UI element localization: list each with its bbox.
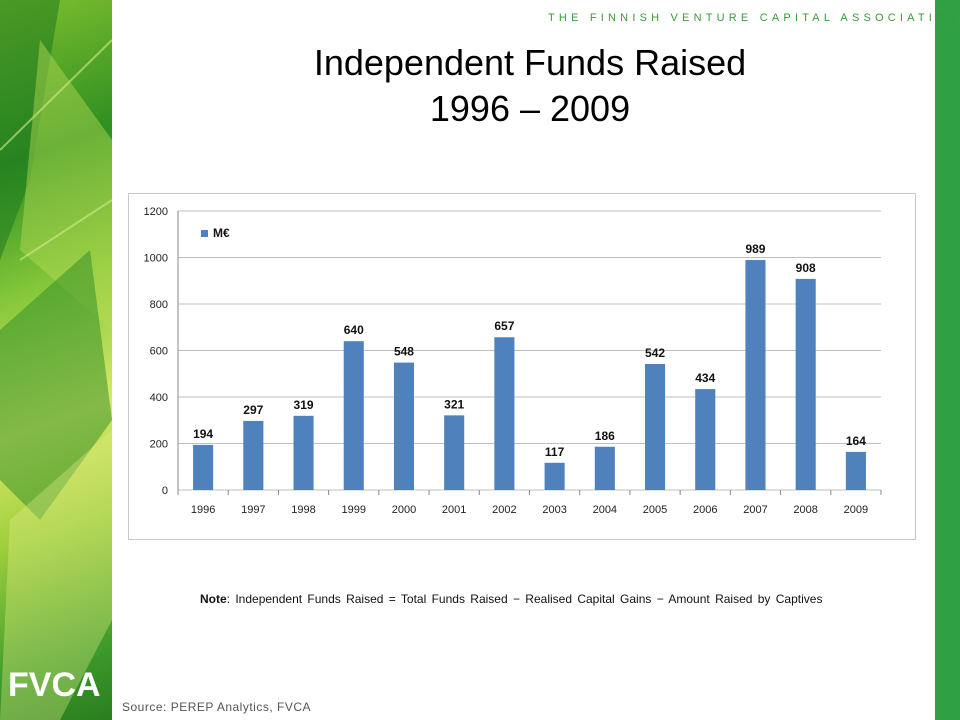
- y-tick-label: 0: [162, 485, 168, 497]
- bar-chart: 0 200 400 600 800 1000 1200 194 1996 297 1997 319 19…: [144, 206, 882, 516]
- data-label: 321: [444, 397, 464, 411]
- decorative-right-bar: [935, 0, 960, 720]
- y-tick-label: 1000: [144, 253, 168, 265]
- note: Note: Independent Funds Raised = Total F…: [200, 592, 900, 606]
- data-label: 989: [745, 242, 765, 256]
- data-label: 657: [494, 319, 514, 333]
- bar: [644, 363, 666, 490]
- data-label: 164: [846, 434, 866, 448]
- note-text: : Independent Funds Raised = Total Funds…: [226, 592, 823, 606]
- x-tick-label: 2002: [492, 504, 516, 516]
- bar: [845, 451, 866, 490]
- x-tick-label: 2007: [743, 504, 767, 516]
- legend-swatch: [201, 230, 208, 237]
- x-tick-label: 2003: [542, 504, 566, 516]
- x-tick-label: 2006: [693, 504, 717, 516]
- data-label: 194: [193, 427, 213, 441]
- y-tick-label: 400: [150, 392, 168, 404]
- bar: [343, 341, 364, 490]
- data-label: 297: [243, 403, 263, 417]
- y-tick-label: 800: [150, 299, 168, 311]
- bar: [795, 278, 816, 490]
- title-line-1: Independent Funds Raised: [313, 42, 747, 83]
- bar: [393, 362, 415, 490]
- data-label: 319: [294, 398, 314, 412]
- data-label: 640: [344, 323, 364, 337]
- bar: [494, 337, 515, 490]
- data-label: 117: [545, 445, 565, 459]
- y-tick-label: 200: [150, 439, 168, 451]
- note-label: Note: [200, 592, 227, 606]
- bar: [544, 462, 565, 490]
- data-label: 548: [394, 345, 414, 359]
- decorative-side-panel: FVCA: [0, 0, 112, 720]
- x-tick-label: 2008: [793, 504, 817, 516]
- bar: [594, 446, 615, 490]
- title-line-2: 1996 – 2009: [429, 88, 631, 129]
- x-tick-label: 2005: [643, 504, 667, 516]
- bar: [695, 389, 716, 490]
- x-tick-label: 2000: [392, 504, 416, 516]
- bar: [243, 420, 264, 490]
- page-title: Independent Funds Raised 1996 – 2009: [180, 40, 880, 132]
- x-tick-label: 2001: [442, 504, 466, 516]
- data-label: 186: [595, 429, 615, 443]
- bar: [193, 444, 214, 490]
- fvca-logo: FVCA: [8, 666, 101, 704]
- chart-container: 0 200 400 600 800 1000 1200 194 1996 297 1997 319 19…: [128, 193, 916, 540]
- decorative-pattern: [0, 0, 112, 720]
- bar: [444, 415, 465, 490]
- data-label: 434: [695, 371, 715, 385]
- source-citation: Source: PEREP Analytics, FVCA: [122, 700, 312, 714]
- x-tick-label: 2004: [593, 504, 617, 516]
- organization-name: THE FINNISH VENTURE CAPITAL ASSOCIATION: [548, 12, 960, 24]
- x-tick-label: 1997: [241, 504, 265, 516]
- x-tick-label: 2009: [844, 504, 868, 516]
- y-tick-label: 1200: [144, 206, 168, 218]
- x-tick-label: 1999: [342, 504, 366, 516]
- bar: [745, 260, 766, 490]
- legend-label: M€: [213, 226, 230, 240]
- x-tick-label: 1998: [291, 504, 315, 516]
- y-tick-label: 600: [150, 346, 168, 358]
- x-tick-label: 1996: [191, 504, 215, 516]
- data-label: 542: [645, 346, 665, 360]
- data-label: 908: [796, 261, 816, 275]
- bar: [293, 415, 314, 490]
